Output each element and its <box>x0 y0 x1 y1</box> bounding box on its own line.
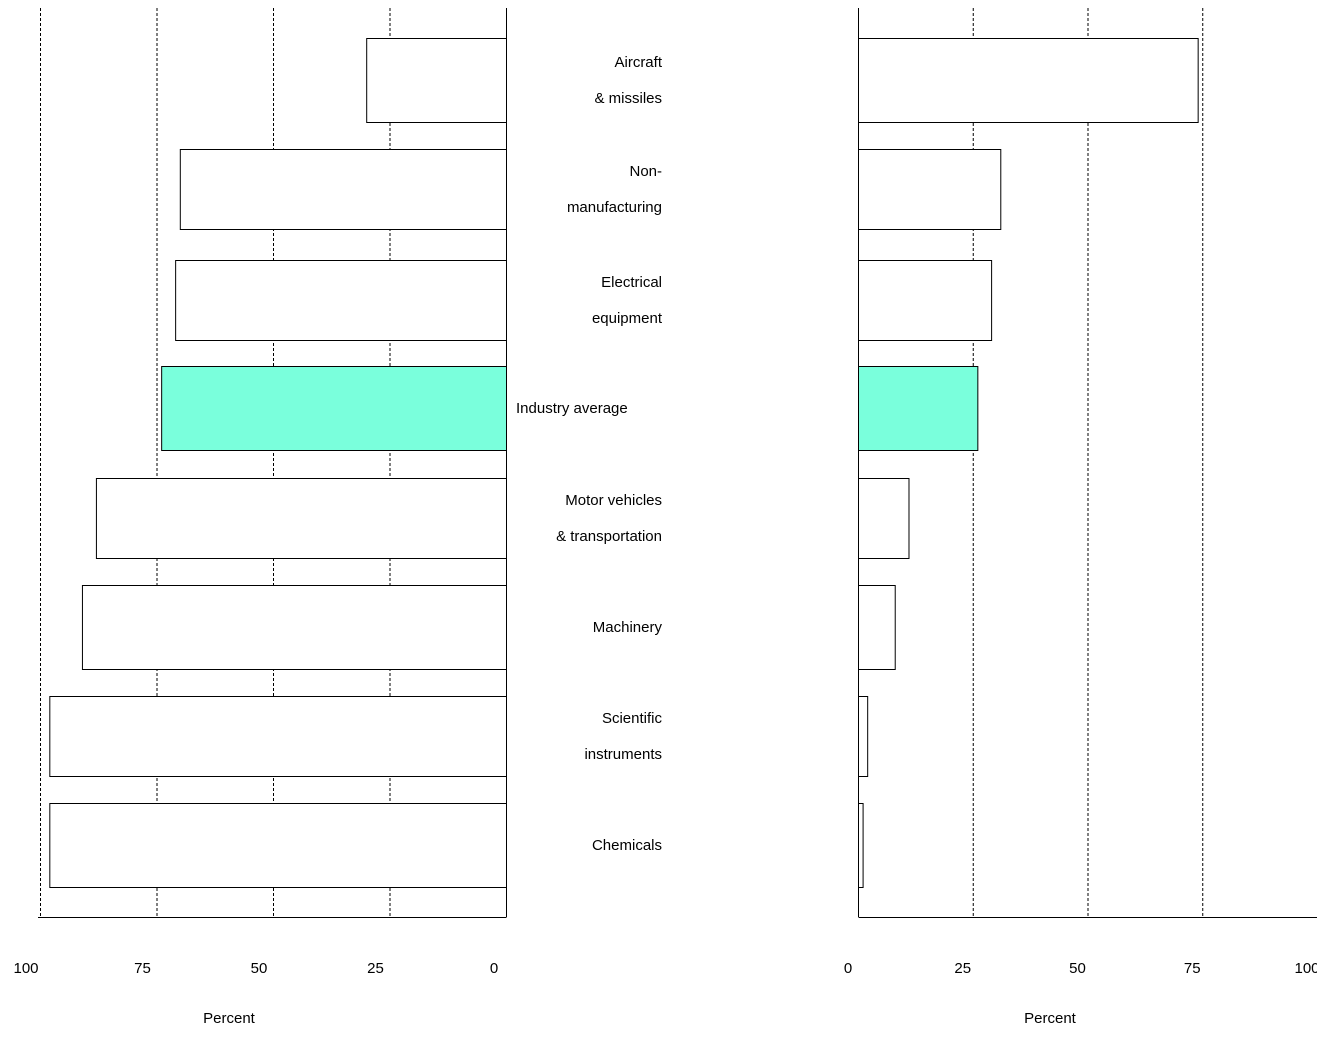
left-bar-7 <box>49 803 507 888</box>
category-label-4-line-1: & transportation <box>556 528 662 545</box>
left-bar-6 <box>49 696 507 777</box>
left-tick-label-100: 100 <box>13 960 38 977</box>
category-label-0-line-1: & missiles <box>594 90 662 107</box>
category-label-7-line-0: Chemicals <box>592 837 662 854</box>
right-tick-label-0: 0 <box>844 960 852 977</box>
right-axis-title: Percent <box>1024 1010 1077 1027</box>
left-bar-3 <box>161 366 507 451</box>
category-label-0-line-0: Aircraft <box>614 54 662 71</box>
right-bar-7 <box>858 803 864 888</box>
right-tick-label-75: 75 <box>1184 960 1201 977</box>
right-bar-4 <box>858 478 910 559</box>
right-bar-2 <box>858 260 993 341</box>
category-label-2-line-0: Electrical <box>601 274 662 291</box>
category-label-6-line-1: instruments <box>584 746 662 763</box>
left-tick-label-25: 25 <box>367 960 384 977</box>
category-label-2-line-1: equipment <box>592 310 663 327</box>
right-bar-3 <box>858 366 979 451</box>
left-bar-1 <box>179 149 508 230</box>
left-axis-title: Percent <box>203 1010 256 1027</box>
left-bar-5 <box>81 585 507 670</box>
left-tick-label-75: 75 <box>134 960 151 977</box>
right-tick-label-100: 100 <box>1294 960 1317 977</box>
left-bar-2 <box>175 260 507 341</box>
right-tick-label-25: 25 <box>954 960 971 977</box>
category-label-1-line-1: manufacturing <box>567 199 662 216</box>
left-tick-label-0: 0 <box>490 960 498 977</box>
right-tick-label-50: 50 <box>1069 960 1086 977</box>
left-bar-4 <box>95 478 507 559</box>
left-bar-0 <box>366 38 508 123</box>
category-label-4-line-0: Motor vehicles <box>565 492 662 509</box>
category-label-1-line-0: Non- <box>629 163 662 180</box>
right-bar-1 <box>858 149 1002 230</box>
category-label-5-line-0: Machinery <box>593 619 663 636</box>
right-bar-0 <box>858 38 1199 123</box>
category-label-6-line-0: Scientific <box>602 710 663 727</box>
category-label-3-line-0: Industry average <box>516 400 628 417</box>
right-bar-6 <box>858 696 869 777</box>
left-tick-label-50: 50 <box>251 960 268 977</box>
right-bar-5 <box>858 585 896 670</box>
